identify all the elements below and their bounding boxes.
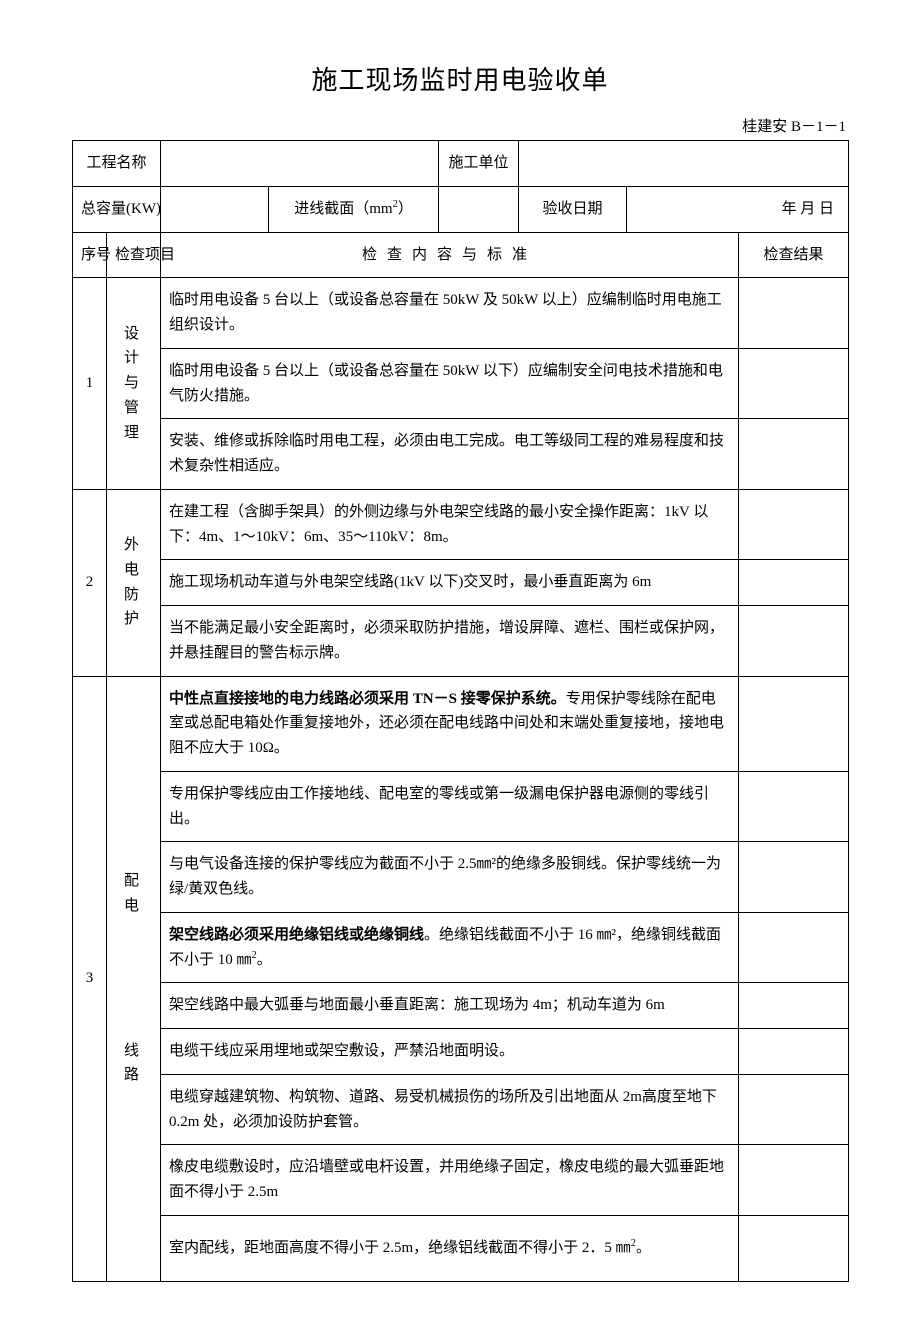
content-3-1: 中性点直接接地的电力线路必须采用 TN－S 接零保护系统。专用保护零线除在配电室… <box>161 676 739 771</box>
table-row: 临时用电设备 5 台以上（或设备总容量在 50kW 以下）应编制安全问电技术措施… <box>73 348 849 419</box>
table-row: 安装、维修或拆除临时用电工程，必须由电工完成。电工等级同工程的难易程度和技术复杂… <box>73 419 849 490</box>
content-1-2: 临时用电设备 5 台以上（或设备总容量在 50kW 以下）应编制安全问电技术措施… <box>161 348 739 419</box>
table-row: 与电气设备连接的保护零线应为截面不小于 2.5㎜²的绝缘多股铜线。保护零线统一为… <box>73 842 849 913</box>
table-row: 架空线路中最大弧垂与地面最小垂直距离：施工现场为 4m；机动车道为 6m <box>73 983 849 1029</box>
document-code: 桂建安 B－1－1 <box>72 115 848 136</box>
table-row: 3 配 电 线 路 中性点直接接地的电力线路必须采用 TN－S 接零保护系统。专… <box>73 676 849 771</box>
content-3-4: 架空线路必须采用绝缘铝线或绝缘铜线。绝缘铝线截面不小于 16 ㎜²，绝缘铜线截面… <box>161 912 739 983</box>
col-result: 检查结果 <box>739 232 849 278</box>
acceptance-date-value: 年 月 日 <box>627 186 849 232</box>
result-1-2 <box>739 348 849 419</box>
table-row: 当不能满足最小安全距离时，必须采取防护措施，增设屏障、遮栏、围栏或保护网，并悬挂… <box>73 606 849 677</box>
content-3-2: 专用保护零线应由工作接地线、配电室的零线或第一级漏电保护器电源侧的零线引出。 <box>161 771 739 842</box>
table-row: 电缆穿越建筑物、构筑物、道路、易受机械损伤的场所及引出地面从 2m高度至地下 0… <box>73 1074 849 1145</box>
header-row-1: 工程名称 施工单位 <box>73 141 849 187</box>
wire-section-label-suffix: ） <box>398 201 413 217</box>
result-3-6 <box>739 1029 849 1075</box>
result-2-2 <box>739 560 849 606</box>
item-3a-text: 配 电 <box>124 873 143 914</box>
result-1-3 <box>739 419 849 490</box>
content-3-6: 电缆干线应采用埋地或架空敷设，严禁沿地面明设。 <box>161 1029 739 1075</box>
content-3-7: 电缆穿越建筑物、构筑物、道路、易受机械损伤的场所及引出地面从 2m高度至地下 0… <box>161 1074 739 1145</box>
col-content: 检查内容与标准 <box>161 232 739 278</box>
result-1-1 <box>739 278 849 349</box>
table-row: 2 外 电 防 护 在建工程（含脚手架具）的外侧边缘与外电架空线路的最小安全操作… <box>73 489 849 560</box>
wire-section-label: 进线截面（mm2） <box>269 186 439 232</box>
item-1: 设 计 与 管 理 <box>107 278 161 490</box>
content-3-1-bold: 中性点直接接地的电力线路必须采用 TN－S 接零保护系统。 <box>169 691 566 707</box>
content-3-4-rest-b: 。 <box>257 952 272 968</box>
wire-section-label-prefix: 进线截面（mm <box>294 201 392 217</box>
result-3-4 <box>739 912 849 983</box>
result-2-3 <box>739 606 849 677</box>
item-3b-text: 线 路 <box>124 1043 143 1084</box>
col-content-text: 检查内容与标准 <box>362 247 537 263</box>
content-1-1: 临时用电设备 5 台以上（或设备总容量在 50kW 及 50kW 以上）应编制临… <box>161 278 739 349</box>
content-2-3: 当不能满足最小安全距离时，必须采取防护措施，增设屏障、遮栏、围栏或保护网，并悬挂… <box>161 606 739 677</box>
table-row: 橡皮电缆敷设时，应沿墙壁或电杆设置，并用绝缘子固定，橡皮电缆的最大弧垂距地面不得… <box>73 1145 849 1216</box>
item-2: 外 电 防 护 <box>107 489 161 676</box>
contractor-label: 施工单位 <box>439 141 519 187</box>
result-3-2 <box>739 771 849 842</box>
table-row: 专用保护零线应由工作接地线、配电室的零线或第一级漏电保护器电源侧的零线引出。 <box>73 771 849 842</box>
table-row: 室内配线，距地面高度不得小于 2.5m，绝缘铝线截面不得小于 2．5 ㎜2。 <box>73 1215 849 1281</box>
result-3-5 <box>739 983 849 1029</box>
result-3-8 <box>739 1145 849 1216</box>
result-3-9 <box>739 1215 849 1281</box>
col-item: 检查项目 <box>107 232 161 278</box>
seq-2: 2 <box>73 489 107 676</box>
acceptance-table: 工程名称 施工单位 总容量(KW) 进线截面（mm2） 验收日期 年 月 日 序… <box>72 140 849 1282</box>
project-name-value <box>161 141 439 187</box>
result-2-1 <box>739 489 849 560</box>
content-3-9: 室内配线，距地面高度不得小于 2.5m，绝缘铝线截面不得小于 2．5 ㎜2。 <box>161 1215 739 1281</box>
capacity-value <box>161 186 269 232</box>
item-3: 配 电 线 路 <box>107 676 161 1281</box>
content-3-8: 橡皮电缆敷设时，应沿墙壁或电杆设置，并用绝缘子固定，橡皮电缆的最大弧垂距地面不得… <box>161 1145 739 1216</box>
content-1-3: 安装、维修或拆除临时用电工程，必须由电工完成。电工等级同工程的难易程度和技术复杂… <box>161 419 739 490</box>
result-3-1 <box>739 676 849 771</box>
project-name-label: 工程名称 <box>73 141 161 187</box>
seq-3: 3 <box>73 676 107 1281</box>
table-header-row: 序号 检查项目 检查内容与标准 检查结果 <box>73 232 849 278</box>
table-row: 1 设 计 与 管 理 临时用电设备 5 台以上（或设备总容量在 50kW 及 … <box>73 278 849 349</box>
content-3-3: 与电气设备连接的保护零线应为截面不小于 2.5㎜²的绝缘多股铜线。保护零线统一为… <box>161 842 739 913</box>
content-3-5: 架空线路中最大弧垂与地面最小垂直距离：施工现场为 4m；机动车道为 6m <box>161 983 739 1029</box>
table-row: 架空线路必须采用绝缘铝线或绝缘铜线。绝缘铝线截面不小于 16 ㎜²，绝缘铜线截面… <box>73 912 849 983</box>
table-row: 施工现场机动车道与外电架空线路(1kV 以下)交叉时，最小垂直距离为 6m <box>73 560 849 606</box>
page-title: 施工现场监时用电验收单 <box>72 60 848 97</box>
contractor-value <box>519 141 849 187</box>
content-3-4-bold: 架空线路必须采用绝缘铝线或绝缘铜线 <box>169 927 424 943</box>
capacity-label: 总容量(KW) <box>73 186 161 232</box>
table-row: 电缆干线应采用埋地或架空敷设，严禁沿地面明设。 <box>73 1029 849 1075</box>
item-2-text: 外 电 防 护 <box>124 537 143 627</box>
result-3-3 <box>739 842 849 913</box>
content-3-9-b: 。 <box>636 1240 651 1256</box>
header-row-2: 总容量(KW) 进线截面（mm2） 验收日期 年 月 日 <box>73 186 849 232</box>
acceptance-date-label: 验收日期 <box>519 186 627 232</box>
content-2-1: 在建工程（含脚手架具）的外侧边缘与外电架空线路的最小安全操作距离：1kV 以下：… <box>161 489 739 560</box>
content-3-9-a: 室内配线，距地面高度不得小于 2.5m，绝缘铝线截面不得小于 2．5 ㎜ <box>169 1240 631 1256</box>
result-3-7 <box>739 1074 849 1145</box>
item-1-text: 设 计 与 管 理 <box>124 326 143 441</box>
content-2-2: 施工现场机动车道与外电架空线路(1kV 以下)交叉时，最小垂直距离为 6m <box>161 560 739 606</box>
document-page: 施工现场监时用电验收单 桂建安 B－1－1 工程名称 施工单位 总容量(KW) <box>0 0 920 1322</box>
col-seq: 序号 <box>73 232 107 278</box>
seq-1: 1 <box>73 278 107 490</box>
wire-section-value <box>439 186 519 232</box>
